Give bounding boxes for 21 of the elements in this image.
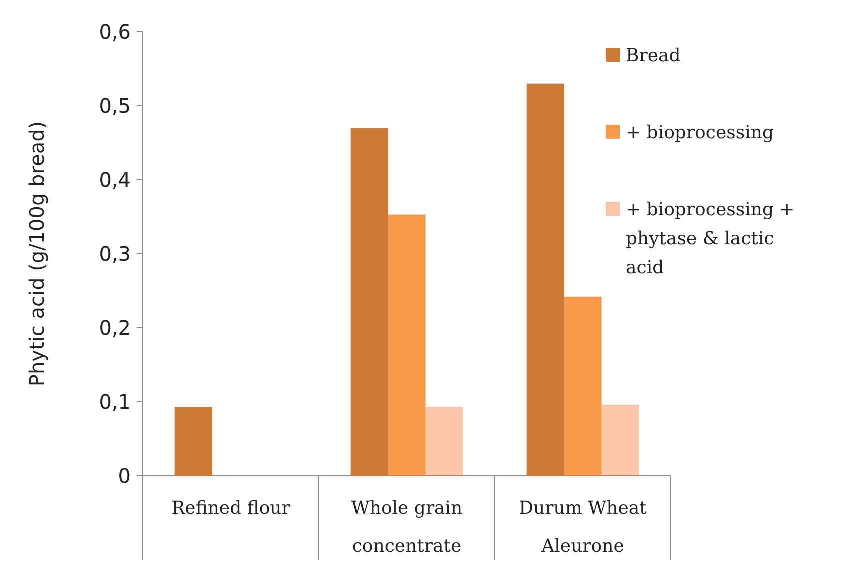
y-tick-label: 0,6 <box>99 20 131 44</box>
y-tick-label: 0 <box>118 464 131 488</box>
legend-label: + bioprocessing <box>626 122 774 144</box>
bar <box>388 214 426 476</box>
y-axis-title: Phytic acid (g/100g bread) <box>25 121 49 387</box>
bar <box>174 407 212 476</box>
y-tick-label: 0,4 <box>99 168 131 192</box>
bar <box>526 84 564 476</box>
x-tick-label: Whole grain concentrate <box>351 498 464 557</box>
x-tick-label: Refined flour <box>172 498 291 519</box>
y-tick-label: 0,3 <box>99 242 131 266</box>
x-tick-label: Durum Wheat Aleurone <box>519 498 648 557</box>
bar <box>564 296 602 476</box>
y-tick-label: 0,2 <box>99 316 131 340</box>
bar <box>602 404 640 476</box>
legend-label: Bread <box>626 45 681 66</box>
y-tick-label: 0,1 <box>99 390 131 414</box>
bar <box>426 407 464 476</box>
y-tick-label: 0,5 <box>99 94 131 118</box>
bar <box>350 128 388 476</box>
legend-label: + bioprocessing + phytase & lactic acid <box>626 199 795 278</box>
